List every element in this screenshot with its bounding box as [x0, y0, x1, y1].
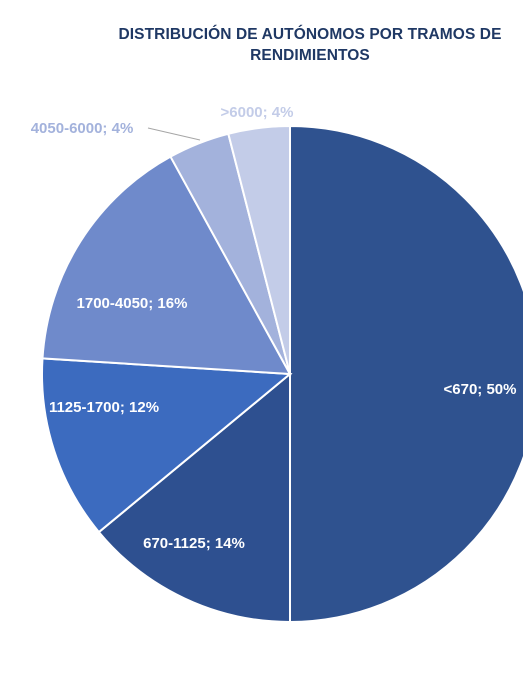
slice-label-5: >6000; 4% — [221, 104, 294, 121]
pie-slice-1 — [97, 371, 291, 624]
slice-label-2: 1125-1700; 12% — [49, 399, 159, 416]
slice-label-4: 4050-6000; 4% — [31, 120, 134, 137]
pie-slice-2 — [41, 357, 293, 534]
slice-label-0: <670; 50% — [444, 381, 517, 398]
pie-slices — [41, 124, 523, 624]
chart-title: DISTRIBUCIÓN DE AUTÓNOMOS POR TRAMOS DE … — [118, 26, 502, 64]
pie-slice-3 — [41, 155, 292, 376]
pie-slice-0 — [289, 124, 523, 624]
leader-lines — [147, 127, 201, 141]
slice-labels: <670; 50% 670-1125; 14% 1125-1700; 12% 1700… — [31, 104, 517, 552]
slice-label-1: 670-1125; 14% — [143, 535, 245, 552]
slice-label-3: 1700-4050; 16% — [77, 295, 188, 312]
leader-line-4 — [147, 127, 201, 141]
pie-slice-5 — [227, 124, 291, 375]
